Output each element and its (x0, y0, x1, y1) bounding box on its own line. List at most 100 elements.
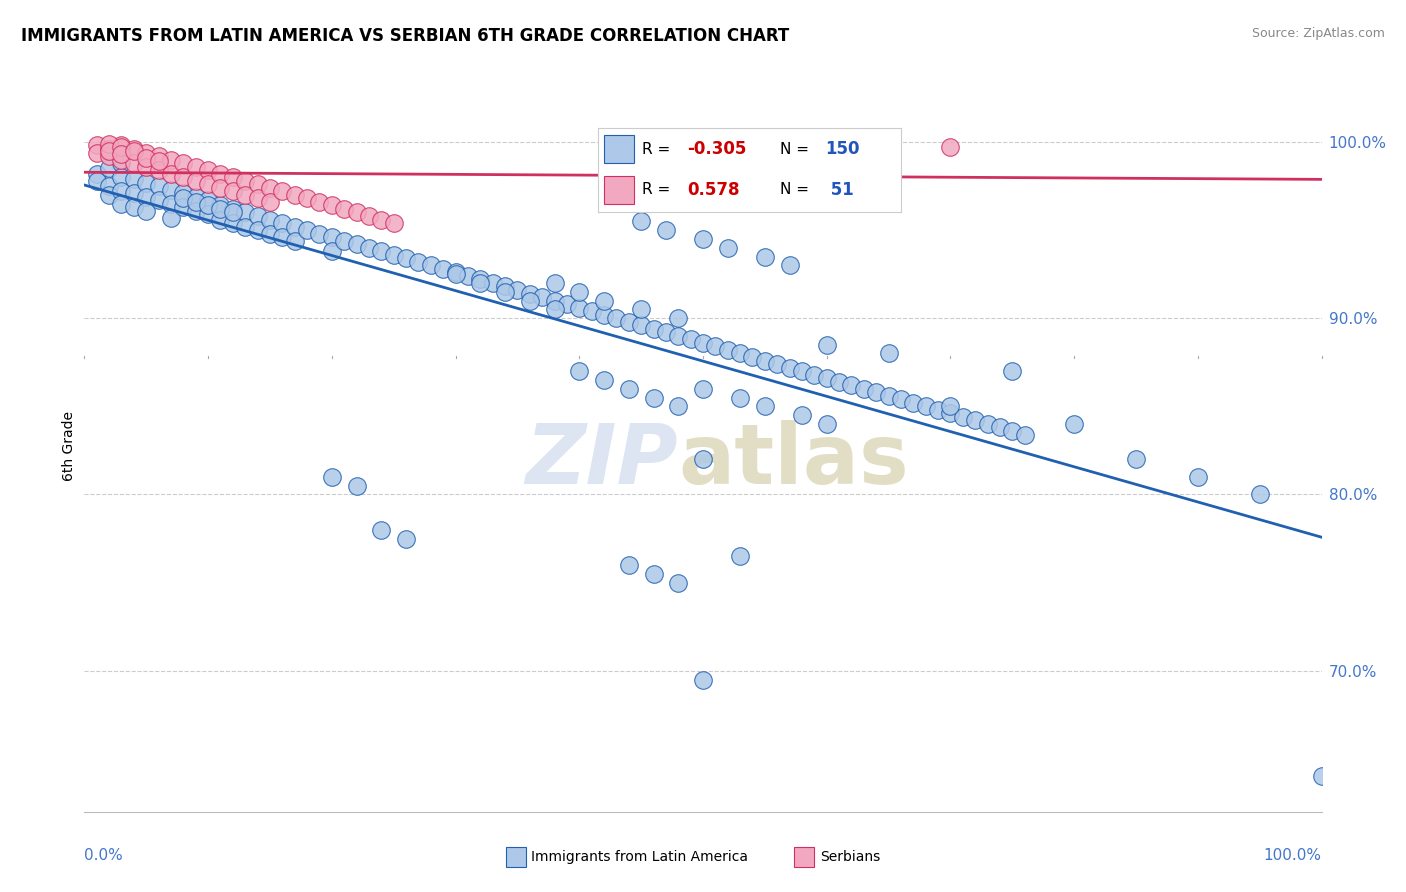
Point (110, 170, 132, 185)
Point (321, 470, 343, 484)
Point (233, 219, 256, 234)
Point (110, 153, 132, 167)
Point (222, 170, 245, 185)
Point (852, 382, 875, 396)
Point (110, 184, 132, 198)
Point (122, 142, 145, 156)
Point (939, 140, 962, 154)
Point (284, 219, 307, 234)
Point (890, 392, 912, 407)
Point (494, 279, 516, 293)
Point (1125, 452, 1147, 467)
Point (160, 153, 183, 167)
Point (815, 371, 838, 385)
Point (284, 187, 307, 202)
Text: 51: 51 (825, 181, 853, 199)
Point (543, 276, 565, 290)
Point (160, 183, 183, 197)
Point (370, 244, 392, 259)
Point (110, 140, 132, 154)
Point (160, 196, 183, 211)
Point (728, 549, 751, 563)
Point (877, 389, 900, 403)
Point (470, 272, 492, 286)
Point (555, 297, 578, 311)
Text: R =: R = (641, 182, 671, 197)
Text: 0.578: 0.578 (688, 181, 740, 199)
Point (952, 409, 974, 424)
Point (630, 214, 652, 228)
Point (321, 244, 343, 259)
Point (98, 161, 121, 176)
Point (877, 136, 900, 151)
Point (209, 167, 232, 181)
Point (976, 417, 998, 431)
Point (259, 181, 281, 195)
Point (110, 138, 132, 153)
Point (692, 673, 714, 687)
Point (643, 322, 665, 336)
Point (519, 293, 541, 308)
Point (346, 205, 368, 219)
Point (877, 346, 900, 360)
Point (98, 142, 121, 156)
Point (605, 311, 627, 326)
Point (110, 196, 132, 211)
Point (122, 186, 145, 200)
Point (271, 216, 294, 230)
Point (122, 144, 145, 158)
Point (519, 286, 541, 301)
Point (568, 364, 591, 378)
Point (382, 248, 405, 262)
Point (666, 311, 689, 326)
Point (98, 136, 121, 151)
Point (370, 523, 392, 537)
Point (643, 566, 665, 581)
Point (939, 400, 962, 414)
Point (233, 205, 256, 219)
Text: N =: N = (780, 142, 808, 157)
Point (581, 304, 603, 318)
Text: IMMIGRANTS FROM LATIN AMERICA VS SERBIAN 6TH GRADE CORRELATION CHART: IMMIGRANTS FROM LATIN AMERICA VS SERBIAN… (21, 27, 789, 45)
Point (543, 293, 565, 308)
Point (481, 276, 503, 290)
Point (357, 241, 380, 255)
Point (395, 252, 418, 266)
Point (357, 209, 380, 223)
Point (803, 368, 825, 382)
Point (790, 364, 813, 378)
Point (494, 285, 516, 299)
Point (346, 237, 368, 252)
Point (779, 258, 801, 272)
Point (766, 357, 789, 371)
Point (246, 223, 269, 237)
Point (86, 174, 108, 188)
Point (197, 178, 219, 192)
Point (1001, 364, 1024, 378)
Text: Source: ZipAtlas.com: Source: ZipAtlas.com (1251, 27, 1385, 40)
Point (965, 413, 987, 427)
Point (1014, 427, 1036, 442)
Point (927, 402, 949, 417)
Point (184, 203, 207, 218)
Point (197, 198, 219, 212)
Point (754, 250, 776, 264)
Point (197, 193, 219, 207)
Point (259, 194, 281, 209)
Point (246, 191, 269, 205)
Point (135, 160, 157, 174)
Point (790, 408, 813, 422)
Point (470, 276, 492, 290)
Text: -0.305: -0.305 (688, 140, 747, 158)
Point (568, 301, 591, 315)
Point (98, 179, 121, 194)
Point (184, 160, 207, 174)
Point (98, 144, 121, 158)
Point (222, 184, 245, 198)
Point (197, 207, 219, 221)
Point (160, 211, 183, 225)
Y-axis label: 6th Grade: 6th Grade (62, 411, 76, 481)
Point (135, 176, 157, 190)
Point (284, 234, 307, 248)
Text: 150: 150 (825, 140, 859, 158)
